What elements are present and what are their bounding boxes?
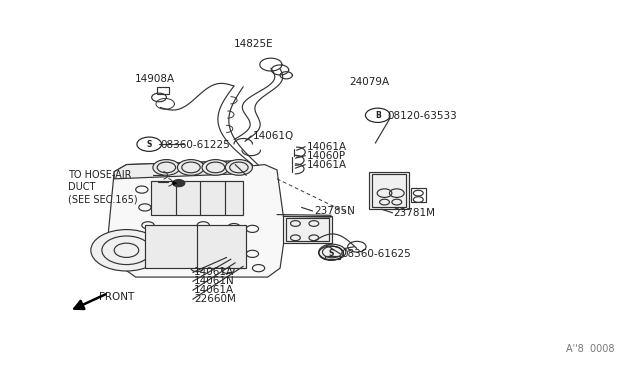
Bar: [283, 217, 332, 243]
Text: 14061A: 14061A: [194, 285, 234, 295]
Text: FRONT: FRONT: [99, 292, 134, 302]
Bar: [157, 87, 169, 94]
Circle shape: [153, 160, 180, 175]
Circle shape: [202, 160, 229, 175]
Bar: [372, 173, 406, 208]
Polygon shape: [108, 161, 286, 277]
Bar: [286, 218, 329, 241]
Text: 14061A: 14061A: [307, 142, 347, 152]
Text: 14825E: 14825E: [234, 39, 274, 49]
Text: 14060P: 14060P: [307, 151, 346, 161]
Text: 23781M: 23781M: [394, 208, 436, 218]
Text: 23785N: 23785N: [314, 206, 355, 216]
Text: 08360-61225: 08360-61225: [160, 140, 230, 150]
Bar: [151, 181, 243, 215]
Text: 22660M: 22660M: [194, 294, 236, 304]
Circle shape: [225, 160, 252, 175]
Text: 14061Q: 14061Q: [252, 131, 294, 141]
Text: 14908A: 14908A: [134, 74, 175, 84]
Polygon shape: [114, 161, 252, 179]
Text: 14061A: 14061A: [194, 267, 234, 278]
Text: B: B: [375, 111, 381, 120]
Circle shape: [319, 244, 346, 260]
Bar: [369, 172, 409, 209]
Text: 14061A: 14061A: [307, 160, 347, 170]
Text: A''8  0008: A''8 0008: [566, 344, 615, 354]
Bar: [145, 225, 246, 268]
Text: TO HOSE-AIR
DUCT
(SEE SEC.165): TO HOSE-AIR DUCT (SEE SEC.165): [68, 170, 138, 205]
Circle shape: [173, 180, 185, 187]
Text: 14061N: 14061N: [194, 276, 235, 286]
Text: 08120-63533: 08120-63533: [388, 111, 458, 121]
Circle shape: [177, 160, 205, 175]
Circle shape: [91, 230, 162, 271]
Text: S: S: [147, 140, 152, 149]
Bar: [325, 256, 340, 259]
Bar: [411, 188, 426, 202]
Text: 08360-61625: 08360-61625: [342, 249, 412, 259]
Text: 24079A: 24079A: [349, 77, 390, 87]
Text: S: S: [328, 248, 333, 258]
